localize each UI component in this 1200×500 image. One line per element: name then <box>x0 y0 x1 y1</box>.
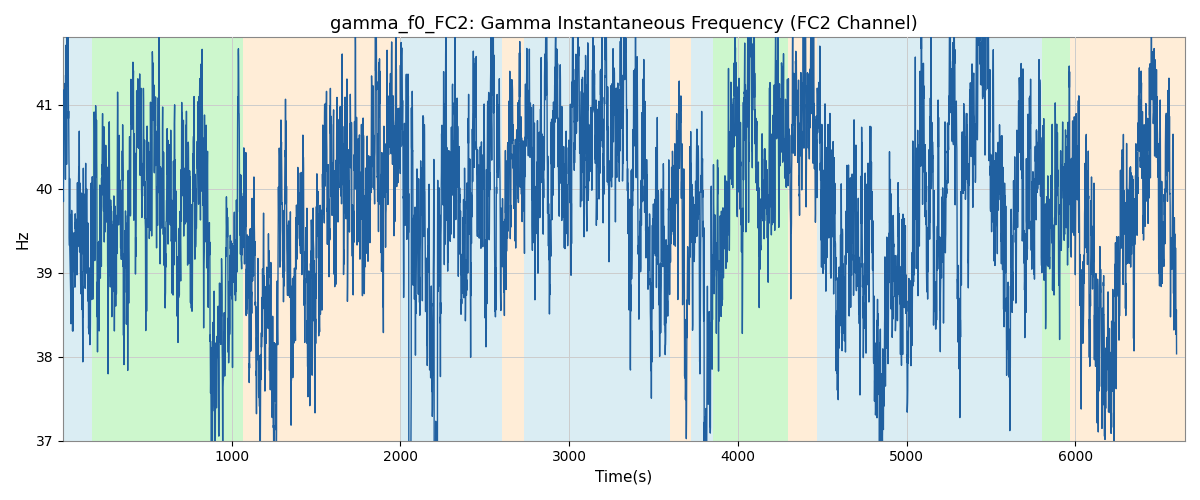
Bar <box>62 38 91 440</box>
Bar <box>91 38 244 440</box>
Bar <box>713 38 788 440</box>
Bar <box>817 38 912 440</box>
Bar <box>691 38 713 440</box>
Bar <box>912 38 1042 440</box>
Bar <box>401 38 502 440</box>
X-axis label: Time(s): Time(s) <box>595 470 653 485</box>
Bar <box>1070 38 1186 440</box>
Y-axis label: Hz: Hz <box>16 230 30 249</box>
Bar <box>788 38 817 440</box>
Bar <box>244 38 401 440</box>
Title: gamma_f0_FC2: Gamma Instantaneous Frequency (FC2 Channel): gamma_f0_FC2: Gamma Instantaneous Freque… <box>330 15 918 34</box>
Bar <box>502 38 523 440</box>
Bar <box>523 38 671 440</box>
Bar <box>671 38 691 440</box>
Bar <box>1042 38 1070 440</box>
